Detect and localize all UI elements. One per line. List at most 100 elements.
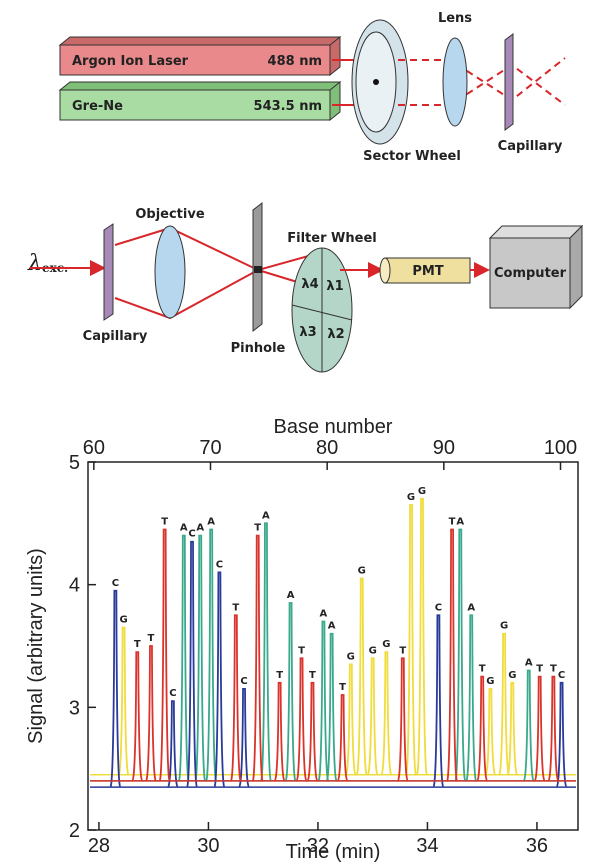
peak	[547, 675, 560, 782]
peak-label: T	[134, 639, 141, 650]
laser-wavelength: 543.5 nm	[254, 99, 322, 114]
peak	[186, 540, 198, 788]
laser-box	[59, 89, 331, 121]
peak	[317, 620, 330, 782]
peak	[405, 504, 417, 776]
peak-label: T	[276, 670, 283, 681]
peak-label: G	[119, 615, 127, 626]
peak	[131, 651, 144, 782]
label: Lens	[438, 11, 472, 26]
peak	[273, 681, 286, 782]
y-tick-label: 4	[69, 575, 80, 597]
laser-wavelength: 488 nm	[268, 54, 322, 69]
peak-label: G	[418, 486, 426, 497]
computer-top	[488, 225, 584, 239]
peak-label: T	[479, 664, 486, 675]
peak-label: G	[369, 645, 377, 656]
peak	[229, 614, 242, 782]
beam	[398, 57, 566, 106]
laser-box	[59, 44, 331, 76]
peak-label: G	[347, 651, 355, 662]
peak	[506, 681, 519, 776]
peak	[396, 657, 409, 782]
computer	[489, 237, 571, 309]
peak	[251, 534, 264, 782]
peak	[284, 602, 297, 782]
label: Capillary	[83, 329, 148, 344]
peak	[380, 651, 393, 776]
peak-label: A	[196, 523, 204, 534]
pmt-end	[379, 257, 391, 284]
capillary	[103, 223, 114, 321]
peak-label: A	[180, 523, 188, 534]
peak-label: T	[232, 602, 239, 613]
peak-label: C	[558, 670, 565, 681]
objective	[154, 225, 186, 319]
x2-tick-label: 80	[316, 437, 338, 459]
peak-label: T	[399, 645, 406, 656]
laser-name: Gre-Ne	[72, 99, 123, 114]
peak-label: A	[467, 602, 475, 613]
peak	[484, 688, 497, 776]
filter-label: λ4	[301, 277, 318, 292]
pmt	[384, 257, 471, 284]
x2-tick-label: 100	[544, 437, 577, 459]
peak	[366, 657, 379, 776]
peak	[325, 632, 338, 782]
peak	[238, 688, 250, 788]
peak	[416, 497, 428, 776]
peak-label: T	[298, 645, 305, 656]
hub	[373, 79, 379, 85]
y-tick-label: 3	[69, 697, 80, 719]
peak-label: C	[112, 578, 119, 589]
peak	[117, 626, 130, 776]
label: PMT	[412, 264, 443, 279]
peak	[306, 681, 319, 782]
peak-label: G	[500, 621, 508, 632]
peak-label: G	[358, 566, 366, 577]
peak	[454, 528, 467, 782]
label: λ	[27, 251, 42, 276]
peak-label: A	[328, 621, 336, 632]
peak	[355, 577, 368, 776]
label: Capillary	[498, 139, 563, 154]
x-tick-label: 30	[197, 835, 219, 857]
y-axis-title: Signal (arbitrary units)	[25, 548, 47, 744]
peak	[194, 534, 207, 782]
lens	[442, 37, 468, 127]
peak	[109, 589, 122, 788]
peak	[533, 675, 546, 782]
peak	[498, 632, 510, 776]
peak-label: A	[287, 590, 295, 601]
peak-label: T	[309, 670, 316, 681]
capillary	[504, 33, 514, 131]
peak	[344, 663, 357, 776]
peak	[205, 528, 218, 782]
peak	[213, 571, 226, 788]
top-diagram: Argon Ion Laser 488 nm Gre-Ne 543.5 nm S…	[58, 11, 566, 164]
computer-side	[569, 224, 583, 310]
peak-label: A	[525, 658, 533, 669]
label: Objective	[135, 207, 204, 222]
label: Computer	[494, 266, 567, 281]
plot-frame	[87, 461, 579, 831]
peak-label: A	[456, 516, 464, 527]
peak-label: C	[188, 529, 195, 540]
peak-label: A	[207, 516, 215, 527]
x-axis-title: Time (min)	[286, 841, 381, 863]
pinhole-aperture	[254, 266, 262, 273]
x-tick-label: 28	[88, 835, 110, 857]
peak-label: A	[320, 608, 328, 619]
y-tick-label: 5	[69, 452, 80, 474]
filter-label: λ1	[326, 279, 343, 294]
peak	[336, 694, 349, 782]
peak	[177, 534, 190, 782]
peak	[446, 528, 458, 782]
peak	[432, 614, 445, 788]
peak	[166, 700, 179, 788]
peak-label: A	[262, 510, 270, 521]
peak-label: C	[216, 559, 223, 570]
middle-diagram: λexc. Capillary Objective Pinhole Filter…	[27, 201, 584, 373]
chart: Base number Time (min) Signal (arbitrary…	[25, 416, 579, 863]
